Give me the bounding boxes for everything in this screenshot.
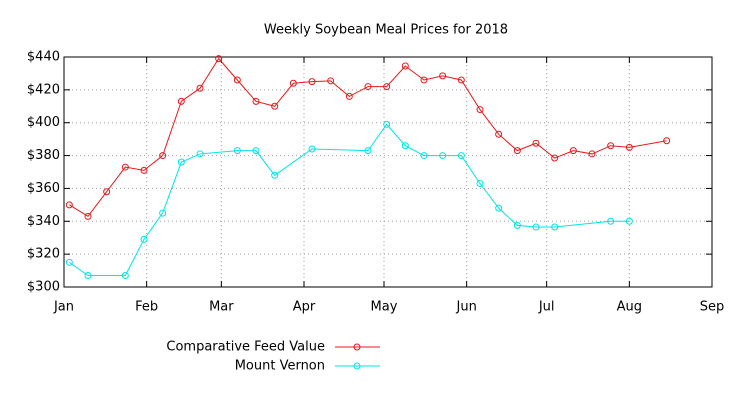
data-point (65, 201, 73, 209)
chart-title: Weekly Soybean Meal Prices for 2018 (264, 23, 508, 38)
y-tick-label: $440 (27, 50, 60, 65)
data-point (177, 158, 185, 166)
data-point (607, 142, 615, 150)
data-point (177, 97, 185, 105)
data-point (84, 212, 92, 220)
legend-marker (353, 343, 361, 351)
data-point (121, 272, 129, 279)
data-point (513, 147, 521, 155)
x-tick-label: Sep (700, 300, 725, 315)
legend-label: Mount Vernon (235, 359, 325, 374)
y-tick-label: $360 (27, 181, 60, 196)
data-point (140, 235, 148, 243)
legend-label: Comparative Feed Value (166, 340, 325, 355)
data-point (271, 171, 279, 179)
series-line (69, 123, 630, 276)
data-point (401, 62, 409, 70)
x-tick-label: Feb (135, 300, 158, 315)
x-tick-label: May (371, 300, 398, 315)
data-point (383, 83, 391, 91)
data-point (308, 145, 316, 153)
data-point (289, 79, 297, 87)
data-point (196, 84, 204, 92)
data-point (663, 137, 671, 145)
data-point (140, 166, 148, 174)
data-point (625, 217, 633, 225)
data-point (457, 152, 465, 160)
data-point (271, 102, 279, 110)
data-point (551, 223, 559, 231)
data-point (327, 77, 335, 85)
y-tick-label: $420 (27, 82, 60, 97)
data-point (495, 130, 503, 138)
data-point (252, 147, 260, 155)
x-tick-label: Jul (538, 300, 555, 315)
data-point (103, 188, 111, 196)
data-point (439, 152, 447, 160)
data-point (65, 258, 73, 266)
data-point (401, 142, 409, 150)
data-point (252, 97, 260, 105)
data-point (233, 76, 241, 84)
x-tick-label: Aug (617, 300, 642, 315)
data-point (457, 76, 465, 84)
data-point (364, 147, 372, 155)
plot-frame (63, 56, 713, 288)
data-point (159, 209, 167, 217)
data-point (233, 147, 241, 155)
data-point (121, 163, 129, 171)
x-tick-label: Jan (53, 300, 74, 315)
data-point (513, 221, 521, 229)
y-tick-label: $380 (27, 148, 60, 163)
data-point (532, 139, 540, 147)
data-point (84, 272, 92, 279)
data-point (420, 76, 428, 84)
data-point (383, 120, 391, 128)
x-tick-label: Mar (209, 300, 234, 315)
series-line (69, 57, 667, 218)
data-point (308, 78, 316, 86)
data-point (551, 154, 559, 162)
y-tick-label: $400 (27, 115, 60, 130)
data-point (588, 150, 596, 158)
data-point (569, 147, 577, 155)
y-tick-label: $300 (27, 280, 60, 295)
data-point (196, 150, 204, 158)
data-point (625, 143, 633, 151)
data-point (476, 106, 484, 114)
x-tick-label: Jun (456, 300, 477, 315)
y-tick-label: $320 (27, 247, 60, 262)
data-point (215, 55, 223, 63)
y-tick-label: $340 (27, 214, 60, 229)
data-point (532, 223, 540, 231)
x-tick-label: Apr (293, 300, 316, 315)
legend-marker (353, 362, 361, 370)
data-point (159, 152, 167, 160)
data-point (476, 180, 484, 187)
data-point (495, 204, 503, 212)
data-point (345, 92, 353, 100)
data-point (439, 72, 447, 80)
data-point (607, 217, 615, 225)
data-point (420, 152, 428, 160)
data-point (364, 83, 372, 91)
